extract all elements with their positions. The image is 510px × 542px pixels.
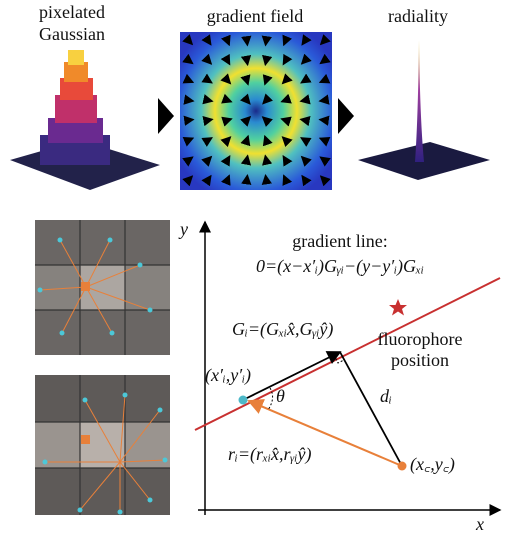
field-arrow: [247, 175, 248, 182]
label: Gaussian: [39, 24, 105, 44]
arrow: [338, 98, 354, 134]
label: position: [391, 350, 449, 370]
field-arrow: [187, 120, 194, 121]
gradient-field: [180, 32, 332, 190]
label: dᵢ: [380, 386, 392, 406]
equation: Gᵢ=(Gₓᵢx̂,Gᵧᵢŷ): [232, 319, 333, 340]
pixel-grid: [35, 220, 170, 515]
field-arrow: [247, 39, 248, 46]
figure: pixelated Gaussian gradient field radial…: [0, 0, 510, 537]
label: gradient field: [207, 6, 303, 26]
label: (x꜀,y꜀): [410, 454, 455, 475]
equation: rᵢ=(rₓᵢx̂,rᵧᵢŷ): [228, 444, 311, 465]
label: fluorophore: [378, 329, 463, 349]
axis-label: y: [178, 219, 188, 239]
label: radiality: [388, 6, 448, 26]
label: pixelated: [39, 2, 105, 22]
arrow: [158, 98, 174, 134]
equation: 0=(x−x′ᵢ)Gᵧᵢ−(y−y′ᵢ)Gₓᵢ: [256, 256, 424, 277]
axis-label: x: [475, 514, 484, 534]
field-arrow: [320, 120, 327, 121]
label: (x′ᵢ,y′ᵢ): [205, 365, 251, 386]
gaussian-plot: [10, 50, 160, 190]
radiality-plot: [358, 40, 490, 180]
label: gradient line:: [292, 231, 387, 251]
label: θ: [276, 386, 285, 406]
